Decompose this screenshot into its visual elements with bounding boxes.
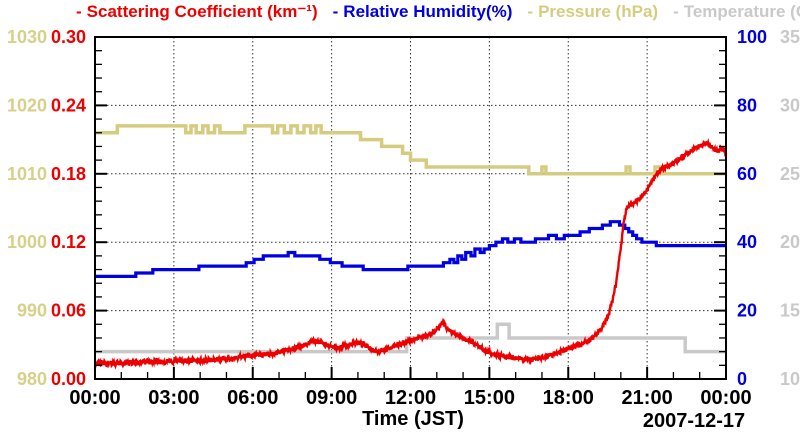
y-tick-label-humidity: 80 [737, 95, 757, 115]
x-tick-label: 06:00 [227, 387, 278, 409]
series-humidity [95, 220, 726, 278]
y-tick-label-temperature: 10 [780, 369, 800, 389]
x-tick-label: 00:00 [69, 387, 120, 409]
y-tick-label-pressure: 1000 [7, 232, 47, 252]
y-tick-label-pressure: 1020 [7, 95, 47, 115]
legend-item-humidity: - Relative Humidity(%) [333, 2, 513, 22]
legend-item-scattering: - Scattering Coefficient (km⁻¹) [76, 2, 318, 22]
legend-marker: - [527, 2, 534, 21]
legend-label: Pressure (hPa) [538, 2, 659, 21]
x-tick-label: 15:00 [464, 387, 515, 409]
series-scattering [93, 137, 728, 370]
legend-marker: - [332, 2, 339, 21]
legend-label: Relative Humidity(%) [343, 2, 513, 21]
y-tick-label-scattering: 0.00 [51, 369, 86, 389]
y-tick-label-pressure: 1010 [7, 164, 47, 184]
legend: - Scattering Coefficient (km⁻¹) - Relati… [76, 2, 800, 22]
y-tick-label-temperature: 25 [780, 164, 800, 184]
y-tick-label-scattering: 0.18 [51, 164, 86, 184]
y-tick-label-pressure: 980 [17, 369, 47, 389]
x-tick-label: 09:00 [306, 387, 357, 409]
x-tick-label: 18:00 [543, 387, 594, 409]
legend-label: Scattering Coefficient (km⁻¹) [86, 2, 318, 21]
y-tick-label-scattering: 0.30 [51, 27, 86, 47]
y-tick-label-humidity: 40 [737, 232, 757, 252]
legend-marker: - [673, 2, 679, 21]
plot-frame [94, 36, 727, 380]
y-tick-label-temperature: 30 [780, 95, 800, 115]
y-tick-label-pressure: 1030 [7, 27, 47, 47]
y-tick-label-humidity: 20 [737, 301, 757, 321]
legend-item-temperature: - Temperature (C) [673, 2, 800, 22]
date-label: 2007-12-17 [643, 410, 745, 432]
y-tick-label-temperature: 35 [780, 27, 800, 47]
y-tick-label-scattering: 0.12 [51, 232, 86, 252]
legend-marker: - [76, 2, 82, 21]
x-tick-label: 03:00 [148, 387, 199, 409]
x-tick-label: 21:00 [622, 387, 673, 409]
y-tick-label-scattering: 0.24 [51, 95, 86, 115]
x-tick-label: 00:00 [700, 387, 751, 409]
legend-item-pressure: - Pressure (hPa) [527, 2, 658, 22]
y-tick-label-humidity: 0 [737, 369, 747, 389]
series-pressure [95, 124, 726, 176]
y-tick-label-pressure: 990 [17, 301, 47, 321]
x-axis-title: Time (JST) [362, 408, 464, 430]
y-tick-label-scattering: 0.06 [51, 301, 86, 321]
x-tick-label: 12:00 [385, 387, 436, 409]
y-tick-label-humidity: 60 [737, 164, 757, 184]
legend-label: Temperature (C) [683, 2, 800, 21]
y-tick-label-humidity: 100 [737, 27, 767, 47]
y-tick-label-temperature: 15 [780, 301, 800, 321]
y-tick-label-temperature: 20 [780, 232, 800, 252]
